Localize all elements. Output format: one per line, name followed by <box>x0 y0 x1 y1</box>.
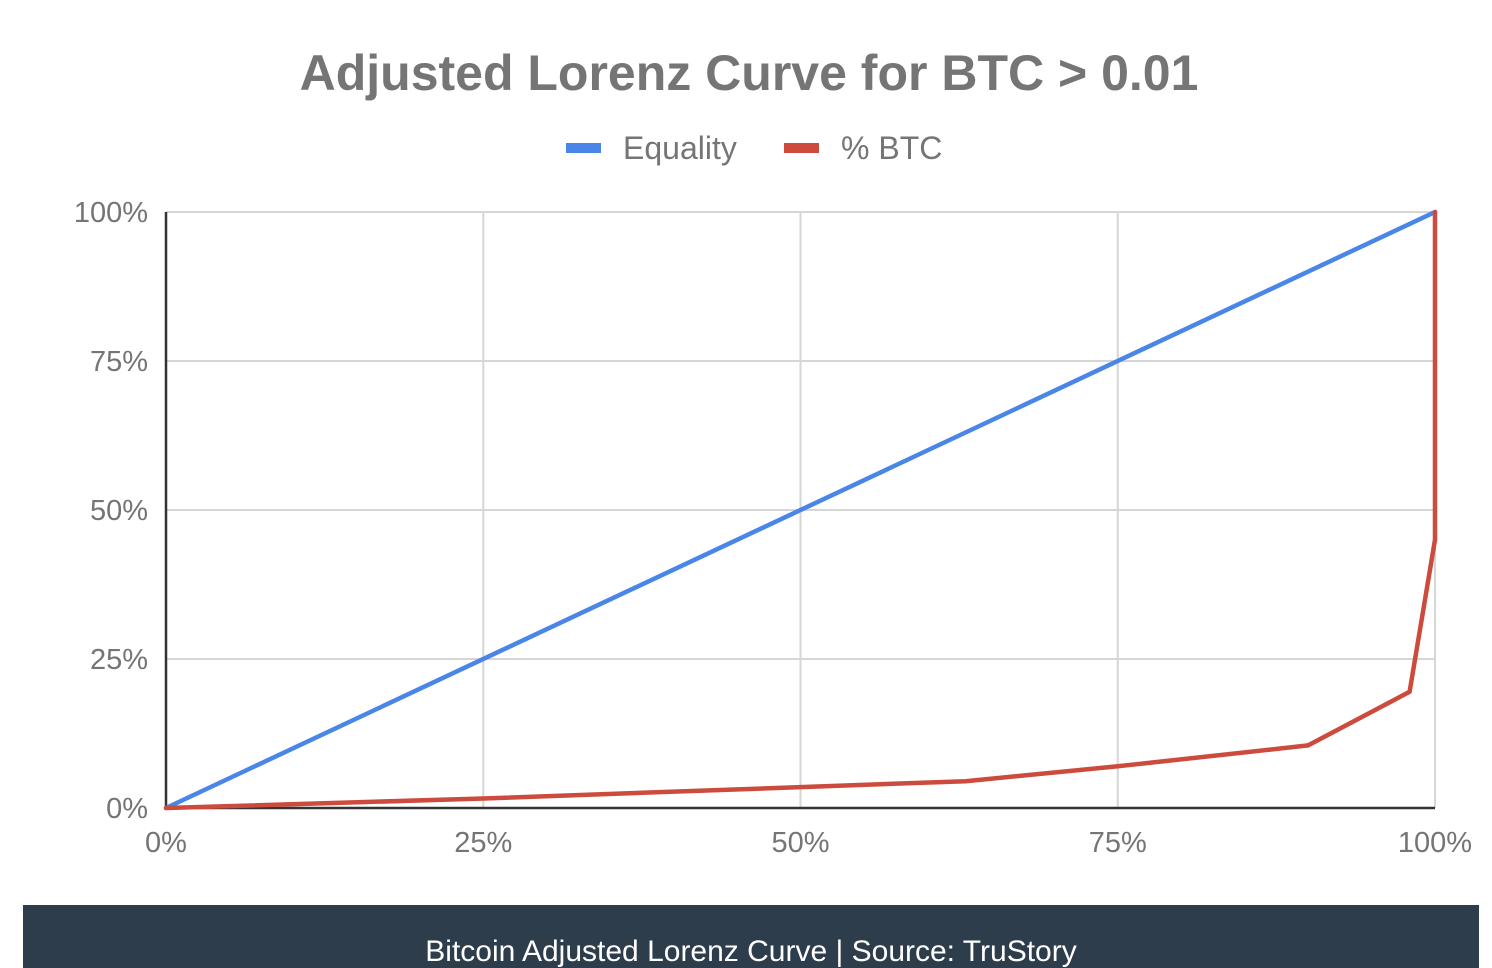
x-tick-label: 50% <box>771 827 829 859</box>
plot-area <box>163 209 1438 811</box>
legend: Equality % BTC <box>566 130 942 166</box>
y-tick-label: 25% <box>90 644 148 676</box>
y-tick-label: 0% <box>106 793 148 825</box>
x-tick-label: 100% <box>1398 827 1472 859</box>
lorenz-chart: Adjusted Lorenz Curve for BTC > 0.01 Equ… <box>74 45 1472 859</box>
legend-swatch-btc <box>784 143 819 153</box>
y-tick-label: 100% <box>74 197 148 229</box>
caption-bar: Bitcoin Adjusted Lorenz Curve | Source: … <box>23 905 1479 968</box>
legend-label-btc: % BTC <box>841 130 942 166</box>
y-tick-label: 50% <box>90 495 148 527</box>
axes <box>164 212 1435 810</box>
tick-labels: 0% 25% 50% 75% 100% 0% 25% 50% 75% 100% <box>74 197 1472 859</box>
x-tick-label: 75% <box>1089 827 1147 859</box>
legend-swatch-equality <box>566 143 601 153</box>
legend-label-equality: Equality <box>623 130 737 166</box>
x-tick-label: 0% <box>145 827 187 859</box>
series-line-btc <box>163 209 1438 811</box>
chart-title: Adjusted Lorenz Curve for BTC > 0.01 <box>300 45 1199 101</box>
y-tick-label: 75% <box>90 346 148 378</box>
series-line-equality <box>163 209 1438 811</box>
x-tick-label: 25% <box>454 827 512 859</box>
caption-text: Bitcoin Adjusted Lorenz Curve | Source: … <box>425 935 1077 968</box>
